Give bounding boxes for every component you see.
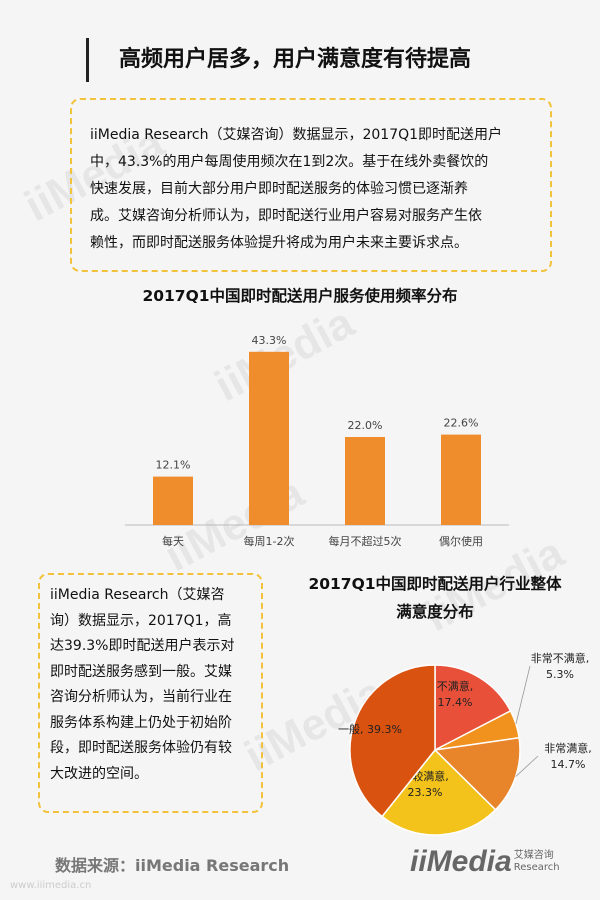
pie-slice <box>381 748 497 836</box>
analysis-text: iiMedia Research（艾媒咨 询）数据显示，2017Q1，高 达39… <box>50 583 260 787</box>
pie-slice <box>434 664 512 752</box>
x-tick-label: 每天 <box>162 534 184 548</box>
pie-slice-label: 14.7% <box>551 758 586 771</box>
data-source: 数据来源：iiMedia Research <box>55 856 290 875</box>
summary-line: 成。艾媒咨询分析师认为，即时配送行业用户容易对服务产生依 <box>90 208 482 224</box>
site-url: www.iiimedia.cn <box>10 880 92 891</box>
pie-leader-line <box>515 755 539 777</box>
analysis-line: 询）数据显示，2017Q1，高 <box>50 612 232 629</box>
bar-value-label: 22.6% <box>444 417 479 430</box>
bar <box>153 476 193 525</box>
summary-line: 赖性，而即时配送服务体验提升将成为用户未来主要诉求点。 <box>90 235 468 251</box>
logo-wordmark: iiMedia <box>410 845 512 878</box>
pie-slice-label: 5.3% <box>546 668 574 681</box>
bar-chart-title: 2017Q1中国即时配送用户服务使用频率分布 <box>142 287 458 305</box>
x-tick-label: 偶尔使用 <box>439 535 483 548</box>
bar <box>249 351 289 525</box>
pie-title-line: 满意度分布 <box>396 603 474 621</box>
pie-slice-label: 非常满意, <box>544 741 592 755</box>
pie-leader-line <box>515 665 531 725</box>
summary-line: 快速发展，目前大部分用户即时配送服务的体验习惯已逐渐养 <box>90 181 468 197</box>
analysis-line: 大改进的空间。 <box>50 765 148 782</box>
brand-logo: iiMedia 艾媒咨询 Research <box>410 840 560 884</box>
logo-en: Research <box>513 862 560 873</box>
pie-slice-label: 一般, 39.3% <box>338 723 402 736</box>
pie-chart: 不满意,17.4%非常不满意,5.3%非常满意,14.7%比较满意,23.3%一… <box>338 651 592 836</box>
bar <box>345 437 385 525</box>
pie-slice-label: 不满意, <box>437 679 474 693</box>
page-title: 高频用户居多，用户满意度有待提高 <box>86 38 471 82</box>
pie-slice-label: 非常不满意, <box>531 651 590 665</box>
summary-line: iiMedia Research（艾媒咨询）数据显示，2017Q1即时配送用户 <box>90 127 503 143</box>
summary-box <box>70 98 552 272</box>
analysis-line: 服务体系构建上仍处于初始阶 <box>50 714 232 731</box>
pie-chart-title: 2017Q1中国即时配送用户行业整体 满意度分布 <box>290 570 580 626</box>
analysis-line: 即时配送服务感到一般。艾媒 <box>50 663 232 680</box>
x-tick-label: 每周1-2次 <box>244 534 295 548</box>
analysis-line: 段，即时配送服务体验仍有较 <box>50 740 232 756</box>
bar-value-label: 22.0% <box>348 419 383 432</box>
logo-subtext: 艾媒咨询 Research <box>514 850 560 874</box>
pie-title-line: 2017Q1中国即时配送用户行业整体 <box>308 575 562 593</box>
analysis-line: iiMedia Research（艾媒咨 <box>50 587 225 603</box>
bar <box>441 434 481 525</box>
summary-line: 中，43.3%的用户每周使用频次在1到2次。基于在线外卖餐饮的 <box>90 154 489 170</box>
analysis-line: 咨询分析师认为，当前行业在 <box>50 689 232 705</box>
x-tick-label: 每月不超过5次 <box>329 534 402 548</box>
summary-text: iiMedia Research（艾媒咨询）数据显示，2017Q1即时配送用户 … <box>90 122 538 257</box>
bar-chart: 12.1% 每天 43.3% 每周1-2次 22.0% 每月不超过5次 22.6% 偶尔使用 <box>125 334 509 548</box>
analysis-box <box>38 573 263 813</box>
bar-value-label: 12.1% <box>156 459 191 472</box>
pie-slice-label: 17.4% <box>438 696 473 709</box>
pie-slice <box>349 664 436 818</box>
pie-slice-label: 23.3% <box>408 786 443 799</box>
pie-slice <box>433 736 521 811</box>
analysis-line: 达39.3%即时配送用户表示对 <box>50 638 235 654</box>
logo-cn: 艾媒咨询 <box>513 850 554 861</box>
bar-value-label: 43.3% <box>252 334 287 347</box>
